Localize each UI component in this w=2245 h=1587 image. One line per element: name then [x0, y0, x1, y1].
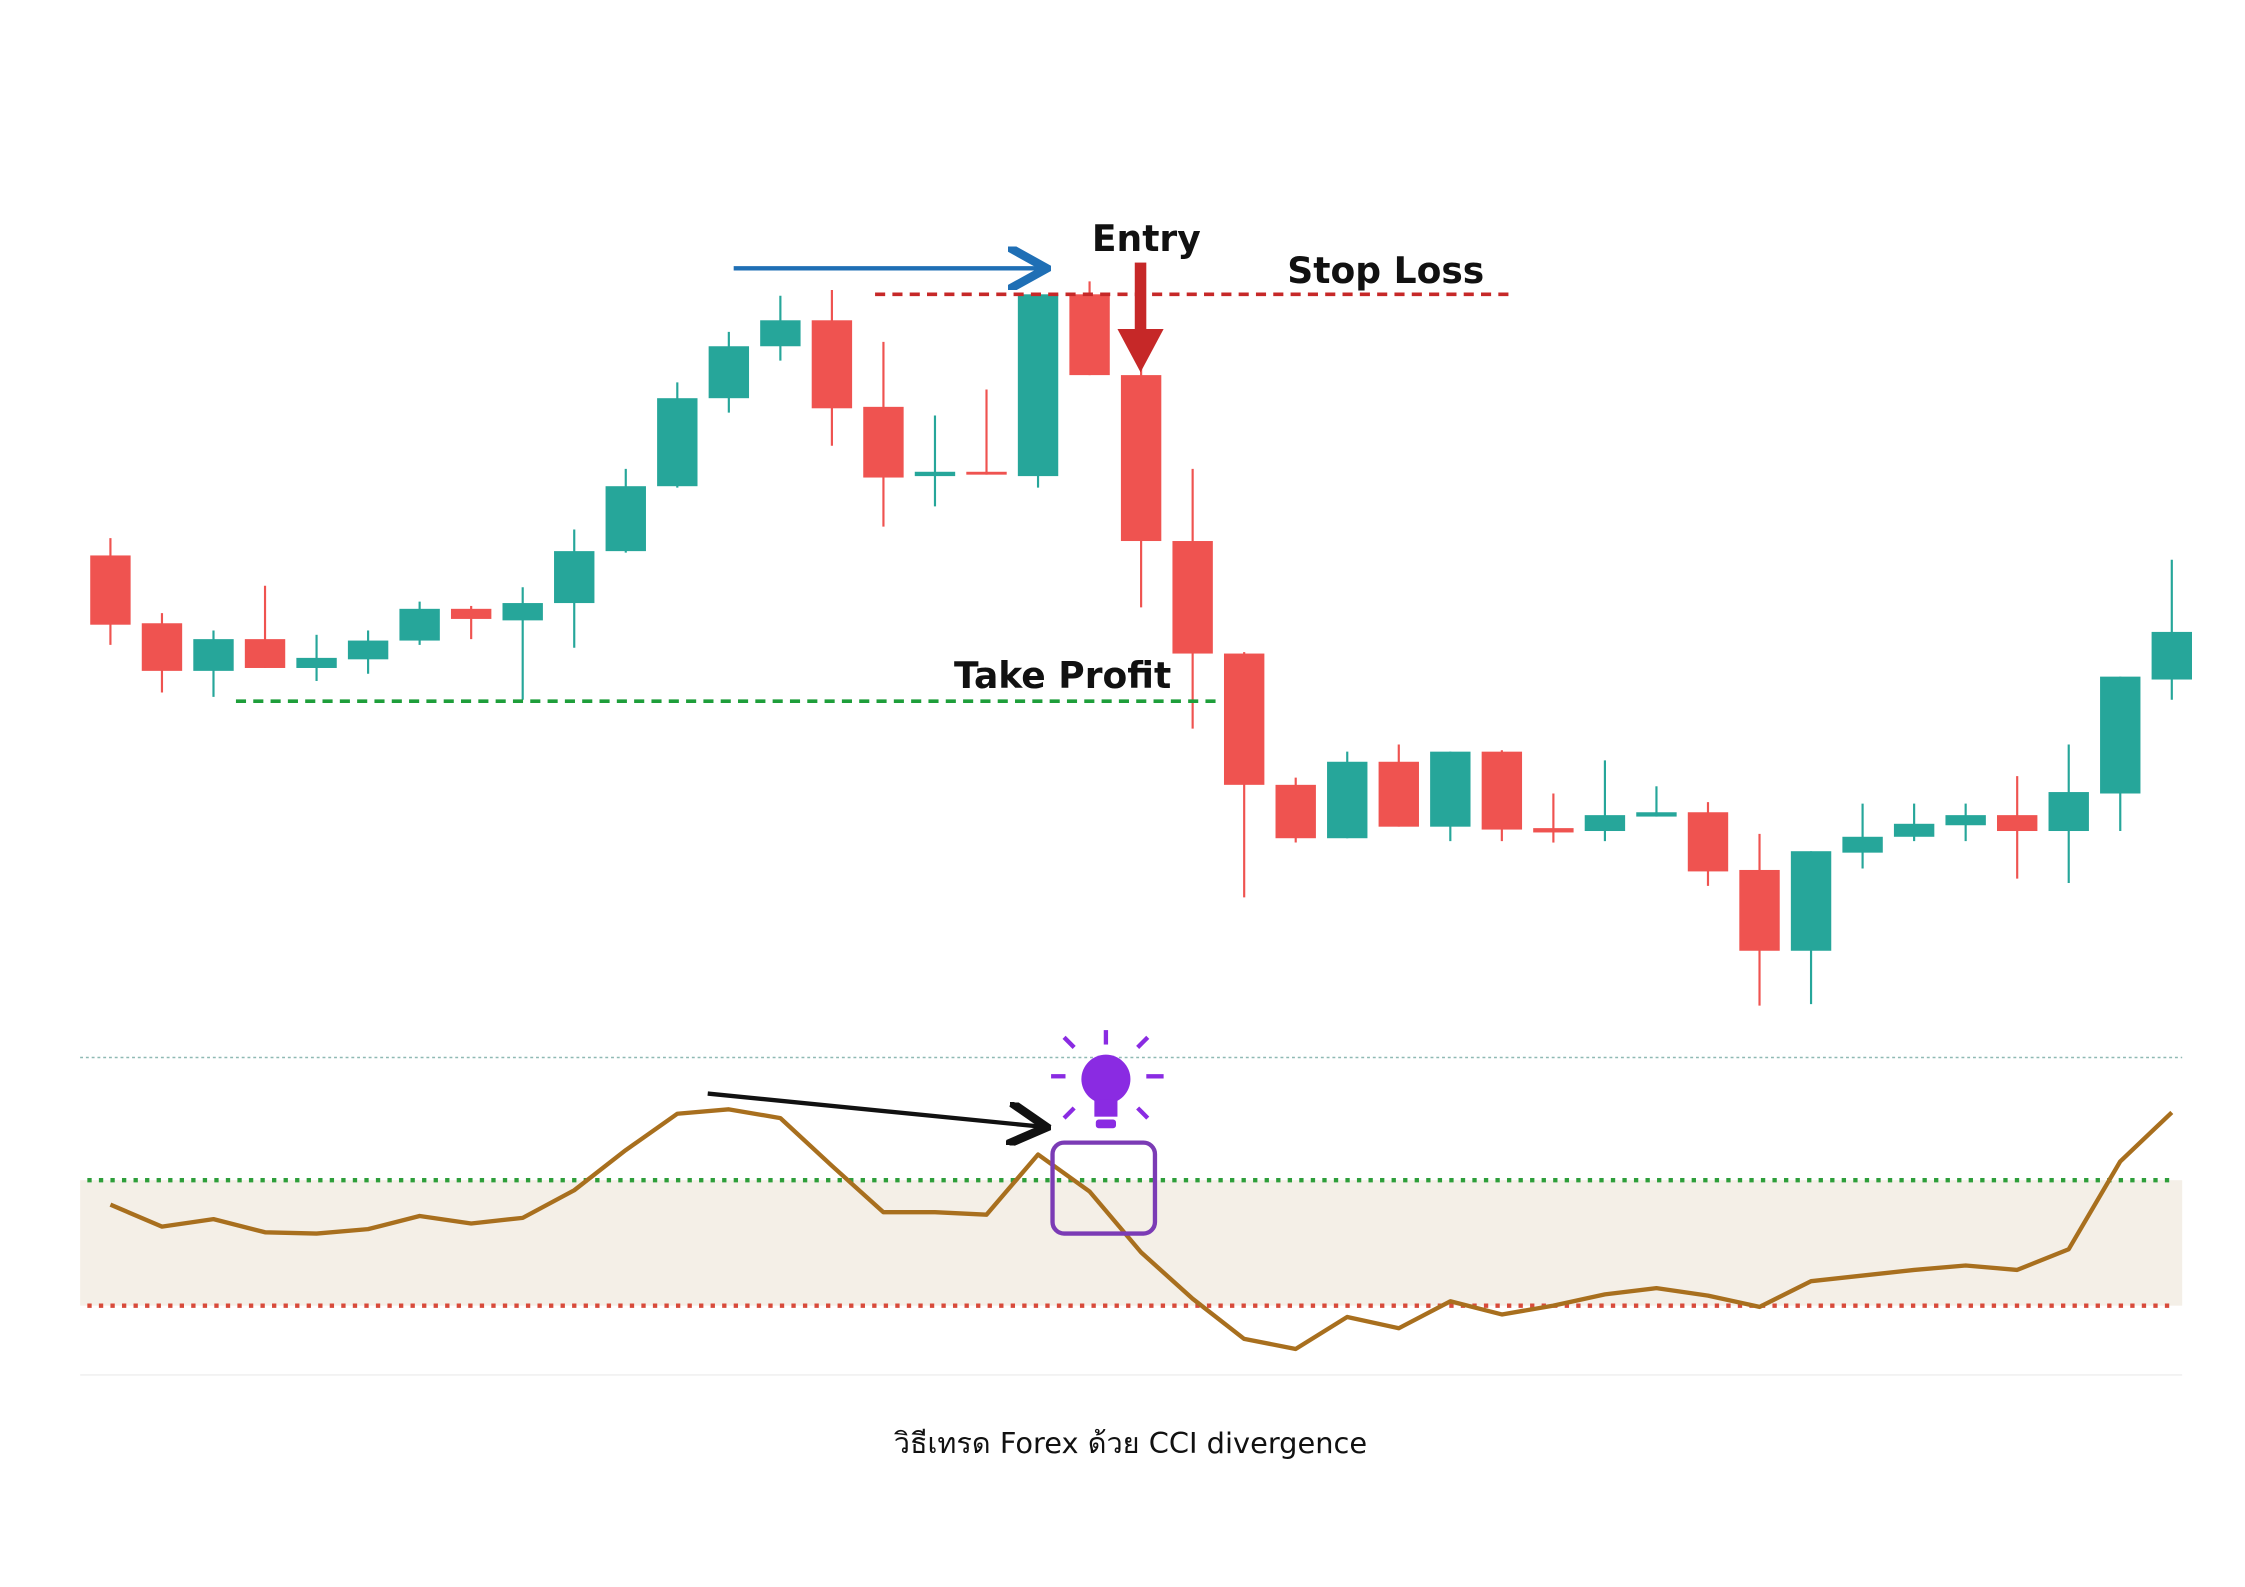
candle-body	[1584, 815, 1626, 832]
lightbulb-icon	[1051, 1030, 1164, 1129]
candle-body	[1687, 812, 1729, 872]
candle-body	[1223, 653, 1265, 785]
candle-body	[708, 346, 750, 399]
candle-body	[1120, 375, 1162, 542]
candle-body	[90, 555, 131, 625]
entry-label: Entry	[1092, 218, 1201, 260]
candle-body	[1378, 761, 1419, 827]
black-arrow	[707, 1091, 1043, 1127]
candle-body	[2048, 792, 2089, 832]
highlight-box	[1050, 1140, 1158, 1236]
candle-body	[2100, 676, 2141, 794]
candle-body	[1893, 823, 1935, 837]
candle-body	[1636, 812, 1677, 817]
candle-body	[502, 603, 543, 621]
candle-body	[450, 608, 492, 619]
candle-body	[1017, 294, 1059, 477]
candle-body	[1275, 784, 1316, 839]
candle-body	[554, 551, 595, 604]
candle-body	[1996, 815, 2038, 832]
candle-body	[1533, 828, 1574, 833]
candle-body	[296, 657, 337, 668]
candle-body	[657, 398, 698, 487]
take-profit-label: Take Profit	[954, 655, 1171, 697]
candle-body	[244, 639, 286, 668]
background-layer	[80, 1056, 2183, 1376]
stop-loss-label: Stop Loss	[1287, 250, 1484, 292]
caption: วิธีเทรด Forex ด้วย CCI divergence	[894, 1426, 1367, 1460]
candle-body	[1842, 836, 1883, 853]
candle-body	[1945, 815, 1986, 826]
candle-body	[966, 471, 1007, 475]
candle-body	[141, 623, 183, 671]
candle-body	[193, 639, 234, 671]
candle-body	[914, 471, 956, 477]
candle-body	[863, 406, 904, 478]
entry-arrow	[1117, 262, 1164, 373]
cci-line	[109, 1107, 2174, 1352]
candle-body	[811, 320, 853, 409]
candle-body	[347, 640, 389, 660]
candle-body	[1172, 541, 1213, 654]
candle-body	[399, 608, 440, 641]
candle-body	[1069, 294, 1110, 376]
cci-panel	[80, 1107, 2183, 1352]
candle-body	[1739, 869, 1780, 951]
candle-body	[605, 486, 646, 552]
candle-body	[1430, 751, 1471, 827]
candle-body	[1327, 761, 1368, 839]
candle-body	[760, 320, 801, 347]
candles	[90, 281, 2192, 1006]
annotations: Entry Stop Loss Take Profit วิธีเทรด For…	[235, 218, 1516, 1460]
candle-body	[1790, 851, 1832, 951]
candle-body	[2151, 631, 2192, 680]
candle-body	[1481, 751, 1523, 830]
